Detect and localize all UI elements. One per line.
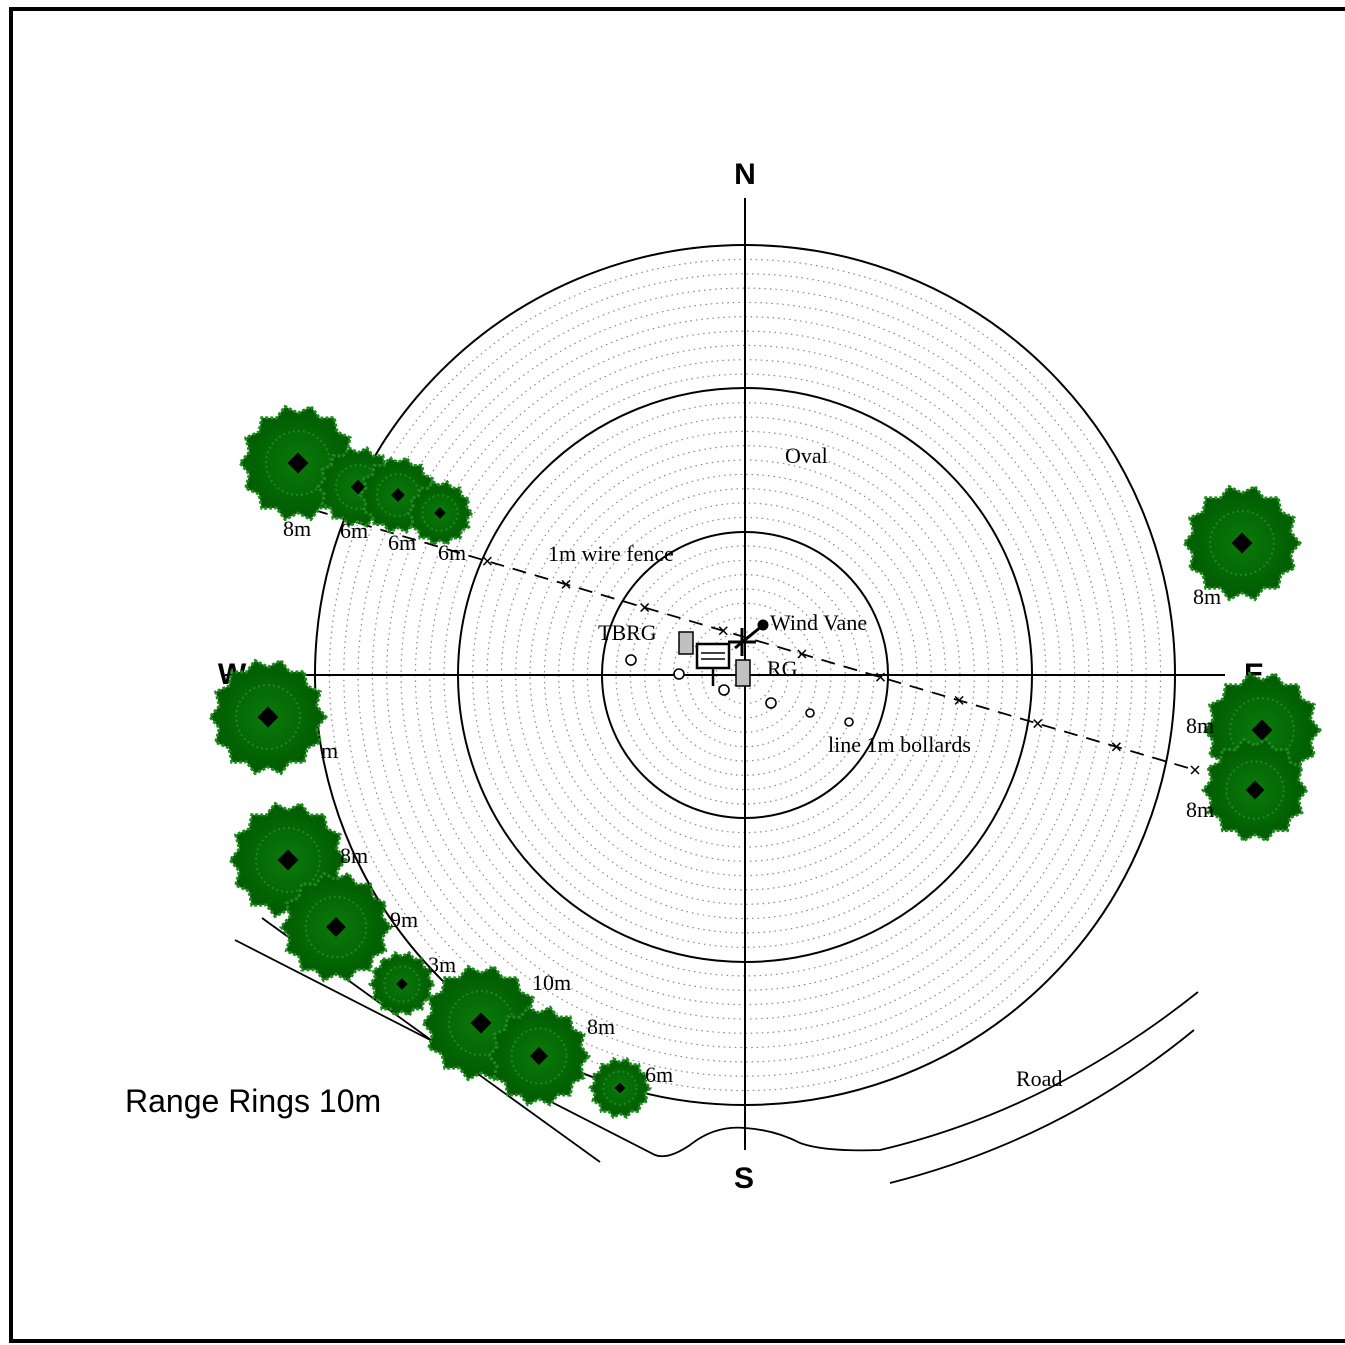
tree-icon xyxy=(406,479,474,547)
wire-fence xyxy=(269,496,1200,775)
fence-post-mark xyxy=(718,626,728,636)
fence-post-mark xyxy=(482,556,492,566)
tree-height-label: 3m xyxy=(428,952,456,977)
tree-height-label: 10m xyxy=(532,970,571,995)
fence-post-mark xyxy=(797,649,807,659)
fence-label: 1m wire fence xyxy=(548,541,674,566)
wind-vane-label: Wind Vane xyxy=(770,610,867,635)
tree-height-label: 9m xyxy=(390,907,418,932)
tree-height-label: 6m xyxy=(388,530,416,555)
tree-icon xyxy=(208,658,328,776)
instruments xyxy=(678,619,769,687)
tree-height-label: m xyxy=(321,738,338,763)
tree-icon xyxy=(1201,737,1309,843)
fence-post-mark xyxy=(1190,765,1200,775)
tree-height-labels: 8m 6m 6m 6m 8m m 8m 8m 8m 9m 3m 10m 8m 6… xyxy=(283,516,1221,1087)
diagram-border xyxy=(9,7,1345,1343)
tree-height-label: 8m xyxy=(1186,797,1214,822)
tree-height-label: 8m xyxy=(1193,584,1221,609)
fence-post-mark xyxy=(561,579,571,589)
tree-height-label: 8m xyxy=(340,843,368,868)
range-rings-legend: Range Rings 10m xyxy=(125,1083,381,1119)
road xyxy=(234,917,1199,1184)
fence-post-mark xyxy=(640,603,650,613)
tree-height-label: 6m xyxy=(645,1062,673,1087)
tree-icon xyxy=(588,1056,652,1120)
rg-label: RG xyxy=(767,656,798,681)
tree-icon xyxy=(368,950,436,1018)
instrument-screen-icon xyxy=(695,642,731,670)
north-label: N xyxy=(734,158,756,191)
tree-height-label: 6m xyxy=(438,540,466,565)
tree-height-label: 8m xyxy=(587,1014,615,1039)
tree-icon xyxy=(1182,484,1302,602)
tree-icon xyxy=(487,1005,591,1107)
tree-height-label: 8m xyxy=(283,516,311,541)
fence-post-mark xyxy=(1033,719,1043,729)
bollard-line xyxy=(625,654,854,727)
fence-post-mark xyxy=(1111,742,1121,752)
fence-post-mark xyxy=(954,695,964,705)
wind-vane-icon xyxy=(728,619,769,656)
tbrg-label: TBRG xyxy=(598,620,657,645)
road-label: Road xyxy=(1016,1066,1062,1091)
fence-post-mark xyxy=(875,672,886,682)
tree-icon xyxy=(279,871,393,983)
compass-axes xyxy=(225,198,1225,1150)
tbrg-gauge-icon xyxy=(678,631,694,655)
rg-gauge-icon xyxy=(735,659,751,687)
oval-label: Oval xyxy=(785,443,828,468)
bollards-label: line 1m bollards xyxy=(828,732,971,757)
trees xyxy=(208,404,1322,1120)
tree-height-label: 8m xyxy=(1186,713,1214,738)
south-label: S xyxy=(734,1162,754,1195)
tree-height-label: 6m xyxy=(340,518,368,543)
